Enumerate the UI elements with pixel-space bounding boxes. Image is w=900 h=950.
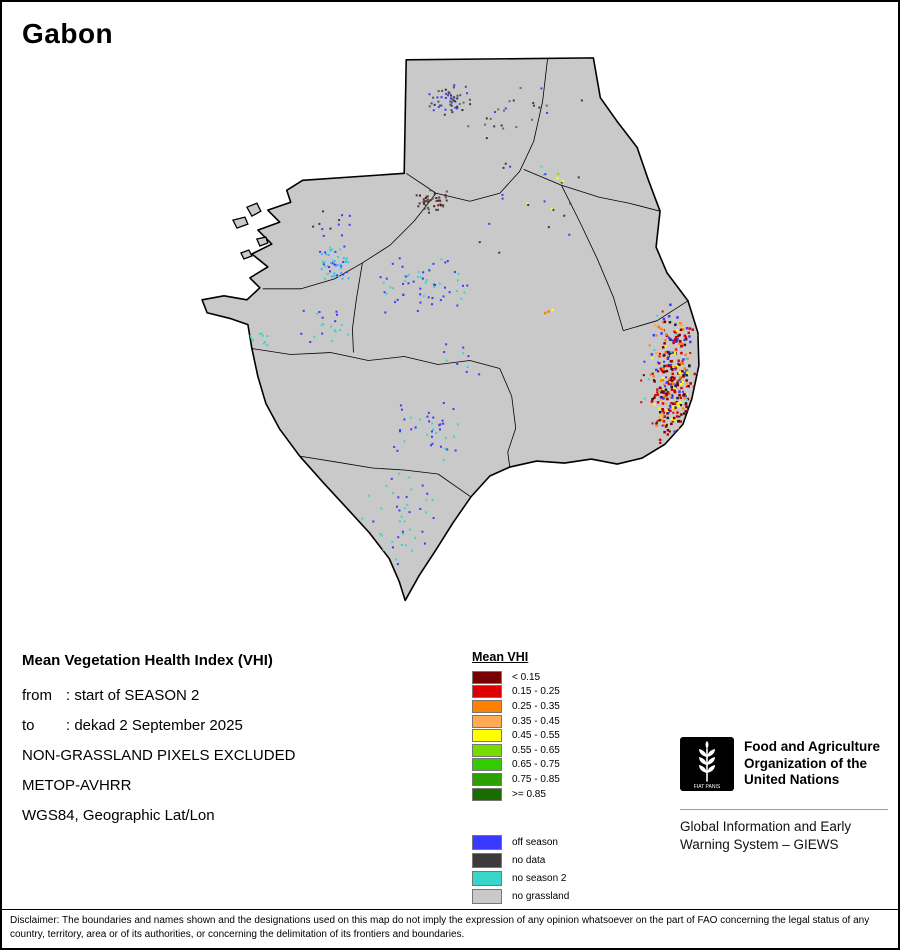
legend-label: no data <box>512 854 546 866</box>
legend-row: no grassland <box>472 887 672 905</box>
legend-label: no grassland <box>512 890 570 902</box>
fao-org-line: Food and Agriculture <box>744 739 880 754</box>
legend-label: 0.65 - 0.75 <box>512 759 560 771</box>
legend-swatch <box>472 670 502 684</box>
legend-label: 0.55 - 0.65 <box>512 744 560 756</box>
legend-swatch <box>472 787 502 801</box>
legend-row: 0.75 - 0.85 <box>472 772 672 787</box>
vhi-pixels-layer <box>246 84 699 566</box>
legend-label: 0.15 - 0.25 <box>512 686 560 698</box>
info-row-value: WGS84, Geographic Lat/Lon <box>22 807 215 824</box>
legend-row: 0.55 - 0.65 <box>472 743 672 758</box>
vhi-legend-classes: < 0.15 0.15 - 0.25 0.25 - 0.35 0.35 - 0.45 0… <box>472 670 672 801</box>
fao-org-line: United Nations <box>744 772 840 787</box>
info-rows: from : start of SEASON 2 to : dekad 2 Septe… <box>22 681 295 831</box>
legend-title: Mean VHI <box>472 650 529 664</box>
fao-logo-icon: FIAT PANIS <box>680 737 734 791</box>
legend-row: 0.35 - 0.45 <box>472 714 672 729</box>
legend-row: no data <box>472 851 672 869</box>
legend-swatch <box>472 699 502 713</box>
legend-row: 0.65 - 0.75 <box>472 758 672 773</box>
province-borders <box>251 58 689 498</box>
legend-swatch <box>472 888 502 904</box>
info-row-label: to <box>22 717 35 734</box>
legend-label: no season 2 <box>512 872 567 884</box>
fao-org-name: Food and Agriculture Organization of the U… <box>744 737 880 789</box>
giews-label: Global Information and Early Warning Syst… <box>680 818 888 853</box>
legend-gap <box>472 801 672 833</box>
info-row: NON-GRASSLAND PIXELS EXCLUDED <box>22 741 295 771</box>
fao-org-line: Organization of the <box>744 755 867 771</box>
giews-line: Warning System – GIEWS <box>680 836 839 852</box>
legend-swatch <box>472 834 502 850</box>
legend-swatch <box>472 685 502 699</box>
info-row: METOP-AVHRR <box>22 771 295 801</box>
legend: Mean VHI < 0.15 0.15 - 0.25 0.25 - 0.35 0.3… <box>472 650 672 905</box>
legend-row: 0.15 - 0.25 <box>472 685 672 700</box>
gabon-country-shape <box>201 57 700 602</box>
disclaimer-bar: Disclaimer: The boundaries and names sho… <box>2 909 898 948</box>
legend-row: no season 2 <box>472 869 672 887</box>
legend-label: 0.45 - 0.55 <box>512 730 560 742</box>
legend-row: >= 0.85 <box>472 787 672 802</box>
legend-label: 0.75 - 0.85 <box>512 773 560 785</box>
info-row: WGS84, Geographic Lat/Lon <box>22 801 295 831</box>
disclaimer-text: Disclaimer: The boundaries and names sho… <box>10 915 870 940</box>
info-row-value: NON-GRASSLAND PIXELS EXCLUDED <box>22 747 296 764</box>
legend-swatch <box>472 870 502 886</box>
legend-swatch <box>472 729 502 743</box>
status-legend-classes: off season no data no season 2 no grassland <box>472 833 672 905</box>
vhi-title: Mean Vegetation Health Index (VHI) <box>22 652 273 669</box>
legend-swatch <box>472 772 502 786</box>
legend-swatch <box>472 743 502 757</box>
fao-divider <box>680 809 888 810</box>
coastal-islands <box>232 202 269 260</box>
info-row-value: METOP-AVHRR <box>22 777 132 794</box>
fao-logo-motto: FIAT PANIS <box>694 784 721 790</box>
fao-block: FIAT PANIS Food and Agriculture Organizat… <box>680 737 888 853</box>
legend-row: off season <box>472 833 672 851</box>
legend-label: 0.35 - 0.45 <box>512 715 560 727</box>
info-row-value: : start of SEASON 2 <box>66 687 200 704</box>
legend-label: >= 0.85 <box>512 788 546 800</box>
legend-row: 0.25 - 0.35 <box>472 699 672 714</box>
map-info-block: Mean Vegetation Health Index (VHI) from:… <box>22 652 295 831</box>
legend-row: 0.45 - 0.55 <box>472 728 672 743</box>
legend-swatch <box>472 758 502 772</box>
info-row-label: from <box>22 687 52 704</box>
legend-label: 0.25 - 0.35 <box>512 700 560 712</box>
legend-label: off season <box>512 836 558 848</box>
legend-swatch <box>472 714 502 728</box>
info-row-value: : dekad 2 September 2025 <box>66 717 243 734</box>
giews-line: Global Information and Early <box>680 819 852 834</box>
legend-label: < 0.15 <box>512 671 541 683</box>
info-row: from : start of SEASON 2 <box>22 681 295 711</box>
legend-swatch <box>472 852 502 868</box>
page-title: Gabon <box>22 18 114 49</box>
legend-row: < 0.15 <box>472 670 672 685</box>
info-row: to : dekad 2 September 2025 <box>22 711 295 741</box>
